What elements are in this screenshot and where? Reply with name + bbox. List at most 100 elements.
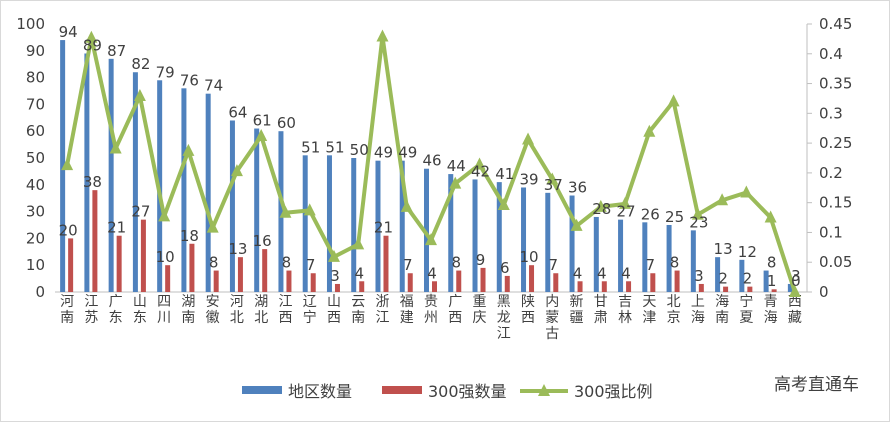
label-region-count: 39	[519, 170, 538, 188]
label-region-count: 37	[544, 176, 563, 194]
bar-top300-count	[650, 273, 656, 292]
category-label: 河南	[60, 294, 74, 326]
legend: 地区数量 300强数量 300强比例	[242, 382, 653, 401]
category-label: 江西	[278, 294, 292, 326]
bar-region-count	[715, 257, 721, 292]
bar-region-count	[60, 40, 66, 292]
label-top300-count: 0	[791, 272, 801, 290]
label-top300-count: 8	[451, 254, 461, 272]
right-tick-label: 0.1	[819, 223, 843, 241]
category-label: 天津	[642, 294, 656, 326]
label-top300-count: 21	[374, 219, 393, 237]
ratio-marker	[570, 218, 583, 231]
bar-top300-count	[359, 281, 365, 292]
left-tick-label: 80	[26, 69, 45, 87]
category-label: 江苏	[84, 294, 98, 326]
label-top300-count: 2	[743, 270, 753, 288]
label-region-count: 28	[592, 200, 611, 218]
category-label: 贵州	[424, 294, 438, 326]
category-label: 安徽	[206, 294, 220, 326]
bar-region-count	[545, 192, 551, 292]
ratio-marker	[85, 30, 98, 43]
label-region-count: 61	[253, 112, 272, 130]
ratio-marker	[255, 128, 268, 141]
ratio-marker	[182, 143, 195, 156]
bar-region-count	[642, 222, 648, 292]
category-label: 福建	[400, 294, 414, 326]
label-top300-count: 18	[180, 227, 199, 245]
ratio-marker	[619, 196, 632, 209]
label-region-count: 50	[350, 141, 369, 159]
label-top300-count: 38	[83, 173, 102, 191]
bar-region-count	[108, 58, 114, 293]
ratio-marker	[522, 132, 535, 145]
label-top300-count: 10	[519, 248, 538, 266]
label-top300-count: 10	[156, 248, 175, 266]
category-label: 河北	[230, 294, 244, 326]
bar-region-count	[521, 187, 527, 292]
data-labels-layer: 9420893887218227791076187486413611660851…	[59, 23, 801, 290]
category-label: 四川	[157, 294, 171, 326]
label-region-count: 94	[59, 23, 78, 41]
bar-top300-count	[480, 267, 486, 292]
category-label: 甘肃	[594, 294, 608, 326]
label-region-count: 49	[398, 144, 417, 162]
ratio-marker	[546, 172, 559, 185]
category-label: 黑龙江	[497, 294, 511, 342]
ratio-marker	[691, 207, 704, 220]
ratio-marker	[425, 233, 437, 246]
label-top300-count: 13	[228, 240, 247, 258]
ratio-marker	[279, 205, 292, 218]
category-label: 湖北	[254, 294, 268, 326]
bar-top300-count	[286, 270, 292, 292]
ratio-marker	[206, 220, 219, 233]
label-region-count: 25	[665, 208, 684, 226]
category-label: 上海	[691, 294, 705, 326]
bar-top300-count	[456, 270, 462, 292]
category-label: 云南	[351, 294, 365, 326]
category-label: 青海	[764, 294, 778, 326]
category-label: 湖南	[181, 294, 195, 326]
right-tick-label: 0	[819, 283, 829, 301]
label-top300-count: 27	[131, 203, 150, 221]
label-region-count: 87	[107, 42, 126, 60]
bar-top300-count	[407, 273, 413, 292]
left-tick-label: 70	[26, 95, 45, 113]
label-top300-count: 21	[107, 219, 126, 237]
legend-label: 300强数量	[428, 382, 507, 401]
ratio-marker	[303, 203, 316, 216]
bar-top300-count	[383, 235, 389, 292]
right-tick-label: 0.3	[819, 104, 843, 122]
left-tick-label: 50	[26, 149, 45, 167]
bar-top300-count	[504, 275, 510, 292]
category-label: 山东	[133, 294, 147, 326]
ratio-marker	[594, 199, 607, 212]
label-top300-count: 8	[209, 254, 219, 272]
label-region-count: 12	[738, 243, 757, 261]
label-region-count: 82	[131, 55, 150, 73]
bar-region-count	[666, 225, 672, 292]
label-top300-count: 2	[718, 270, 728, 288]
ratio-marker	[449, 176, 462, 189]
ratio-marker	[643, 124, 656, 137]
label-region-count: 64	[228, 103, 247, 121]
ratio-marker	[764, 210, 777, 223]
legend-marker	[538, 384, 550, 396]
legend-label: 地区数量	[288, 382, 352, 401]
left-tick-label: 30	[26, 203, 45, 221]
bar-top300-count	[140, 219, 146, 292]
ratio-marker	[61, 158, 74, 171]
label-top300-count: 7	[306, 256, 316, 274]
left-tick-label: 40	[26, 176, 45, 194]
label-top300-count: 4	[427, 264, 437, 282]
bar-top300-count	[553, 273, 559, 292]
label-top300-count: 4	[621, 264, 631, 282]
category-label: 陕西	[521, 294, 535, 326]
ratio-marker	[133, 89, 146, 102]
left-tick-label: 10	[26, 256, 45, 274]
label-top300-count: 4	[354, 264, 364, 282]
ratio-marker	[667, 94, 680, 107]
category-label: 新疆	[570, 294, 584, 326]
